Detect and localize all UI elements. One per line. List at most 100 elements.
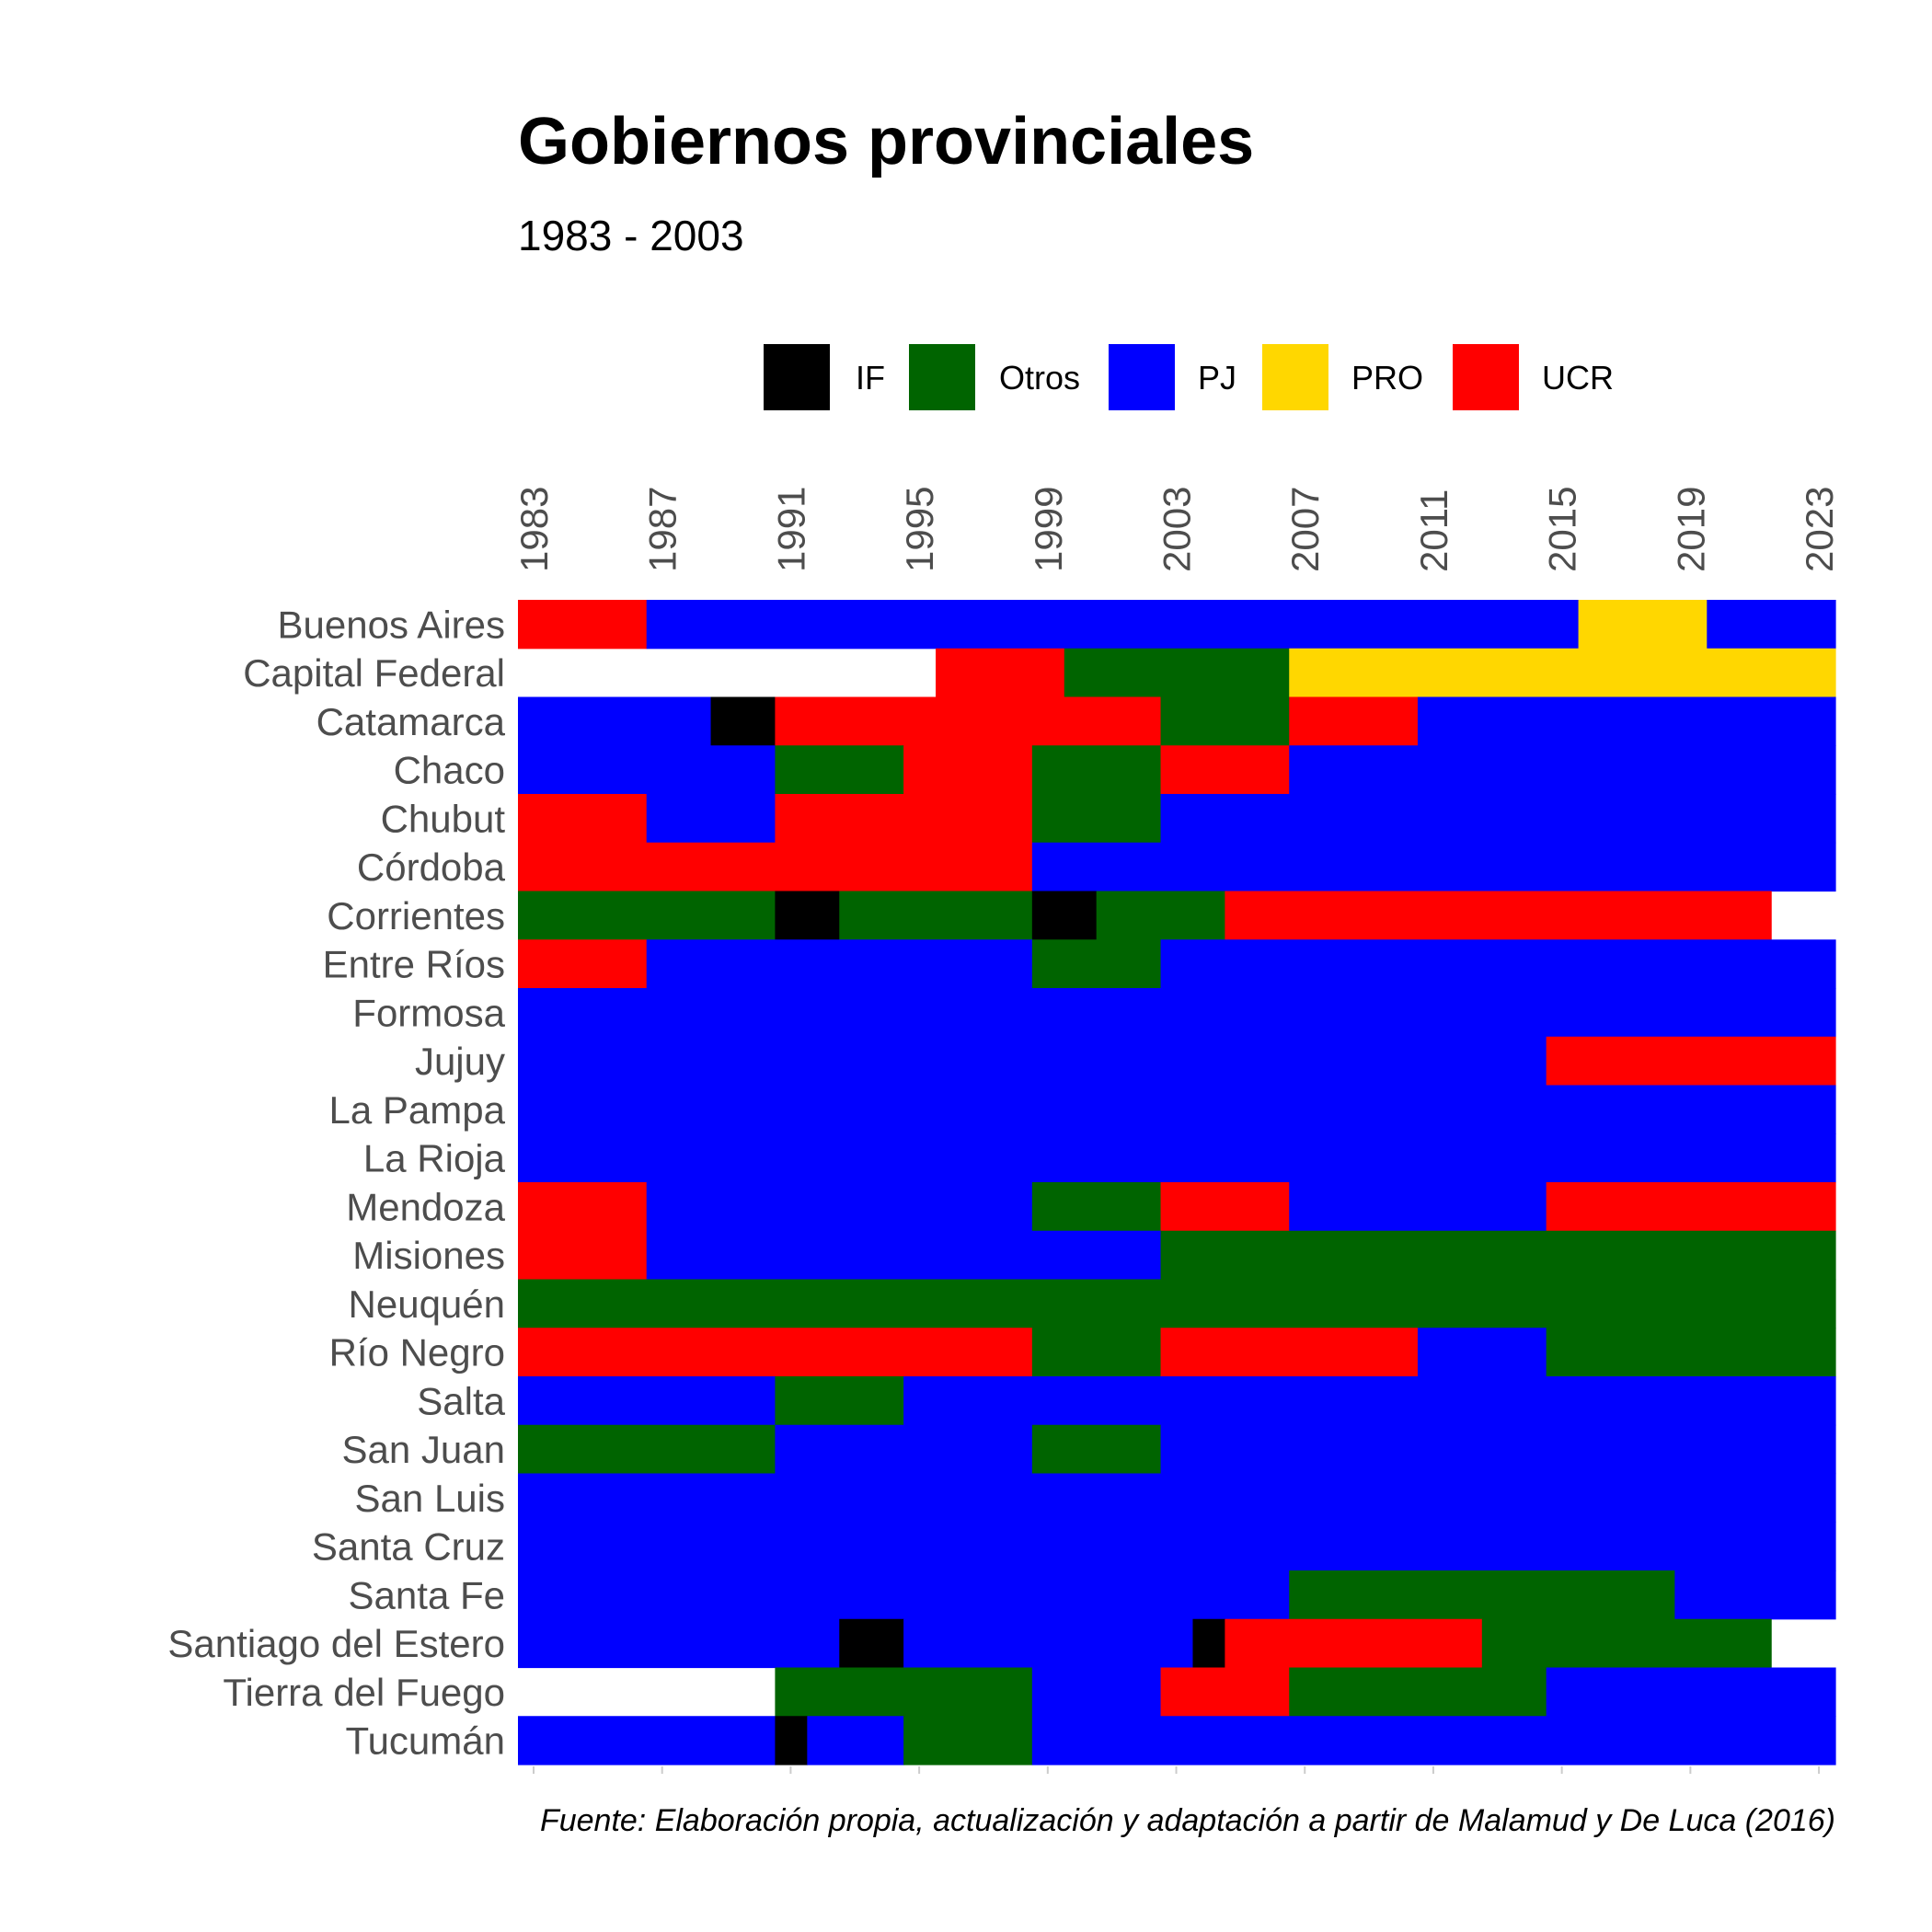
cell-san-luis-1983-pj	[518, 1473, 1836, 1523]
y-axis: Buenos Aires Capital Federal Catamarca Chac…	[167, 603, 505, 1762]
cell-santa-cruz-1983-pj	[518, 1522, 1836, 1571]
cell-santiago-del-estero-2013-otros	[1481, 1618, 1772, 1669]
cell-mendoza-2015-ucr	[1546, 1182, 1836, 1232]
cell-capital-federal-1996-ucr	[936, 648, 1065, 698]
cell-capital-federal-2007-pro	[1289, 648, 1836, 698]
cell-santa-fe-2007-otros	[1289, 1570, 1675, 1620]
cell-formosa-1983-pj	[518, 988, 1836, 1038]
cell-chubut-1991-ucr	[775, 794, 1033, 844]
cell-entre-r-os-2003-pj	[1160, 939, 1836, 989]
cell-santiago-del-estero-2004-if	[1192, 1618, 1225, 1669]
cell-corrientes-1983-otros	[518, 891, 776, 940]
cell-capital-federal-2000-otros	[1064, 648, 1290, 698]
cell-r-o-negro-2015-otros	[1546, 1328, 1836, 1377]
cell-san-juan-2003-pj	[1160, 1424, 1836, 1475]
y-tick-label: Entre Ríos	[323, 943, 505, 986]
cell-corrientes-1991-if	[775, 891, 840, 940]
cell-santiago-del-estero-1993-if	[839, 1618, 904, 1669]
cell-misiones-1983-ucr	[518, 1230, 648, 1281]
cell-tucum-n-1999-pj	[1031, 1716, 1836, 1765]
y-tick-label: Neuquén	[349, 1282, 505, 1326]
cell-san-juan-1983-otros	[518, 1424, 776, 1475]
cell-neuqu-n-1983-otros	[518, 1279, 1836, 1328]
cell-entre-r-os-1987-pj	[646, 939, 1033, 989]
cell-tierra-del-fuego-1999-pj	[1031, 1667, 1162, 1717]
cell-salta-1983-pj	[518, 1376, 776, 1426]
cell-tucum-n-1991-if	[775, 1716, 808, 1765]
chart-subtitle: 1983 - 2003	[518, 212, 744, 259]
cell-chaco-1983-pj	[518, 745, 776, 795]
cell-tierra-del-fuego-2015-pj	[1546, 1667, 1836, 1717]
legend-key-pro	[1262, 344, 1328, 410]
cell-salta-1995-pj	[903, 1376, 1836, 1426]
y-tick-label: Corrientes	[327, 894, 505, 937]
x-axis: 1983 1987 1991 1995 1999 2003 2007 2011 2015 2019…	[512, 487, 1841, 1774]
cell-catamarca-2003-otros	[1160, 696, 1290, 746]
cell-catamarca-1983-pj	[518, 696, 712, 746]
chart-title: Gobiernos provinciales	[518, 105, 1254, 178]
cell-chaco-1999-otros	[1031, 745, 1162, 795]
y-tick-label: Santa Fe	[349, 1573, 505, 1616]
cell-misiones-2003-otros	[1160, 1230, 1836, 1281]
cell-r-o-negro-1983-ucr	[518, 1328, 1033, 1377]
x-tick-label: 1983	[512, 487, 556, 572]
legend-key-if	[764, 344, 830, 410]
x-tick-label: 1987	[641, 487, 684, 572]
cell-catamarca-2007-ucr	[1289, 696, 1419, 746]
cell-santiago-del-estero-1995-pj	[903, 1618, 1194, 1669]
cell-c-rdoba-1999-pj	[1031, 842, 1836, 892]
cell-tierra-del-fuego-1991-otros	[775, 1667, 1033, 1717]
y-tick-label: Tucumán	[345, 1719, 505, 1763]
y-tick-label: Catamarca	[316, 700, 506, 743]
y-tick-label: Capital Federal	[243, 651, 505, 695]
cell-santiago-del-estero-1983-pj	[518, 1618, 840, 1669]
cell-buenos-aires-1987-pj	[646, 600, 1580, 650]
cell-salta-1991-otros	[775, 1376, 904, 1426]
cell-tierra-del-fuego-2003-ucr	[1160, 1667, 1290, 1717]
y-tick-label: Jujuy	[415, 1040, 505, 1083]
cell-la-pampa-1983-pj	[518, 1085, 1836, 1134]
y-tick-label: La Rioja	[363, 1137, 506, 1180]
cell-catamarca-2011-pj	[1417, 696, 1836, 746]
cell-santa-fe-2019-pj	[1674, 1570, 1836, 1620]
cell-chubut-1987-pj	[646, 794, 776, 844]
x-tick-label: 2015	[1541, 487, 1584, 572]
cell-mendoza-2003-ucr	[1160, 1182, 1290, 1232]
cell-tierra-del-fuego-2007-otros	[1289, 1667, 1547, 1717]
cell-buenos-aires-1983-ucr	[518, 600, 648, 650]
cell-jujuy-2015-ucr	[1546, 1036, 1836, 1087]
cell-entre-r-os-1983-ucr	[518, 939, 648, 989]
legend-key-otros	[909, 344, 975, 410]
cell-tucum-n-1983-pj	[518, 1716, 776, 1765]
cell-corrientes-1999-if	[1031, 891, 1098, 940]
cell-chubut-2003-pj	[1160, 794, 1836, 844]
cell-misiones-1987-pj	[646, 1230, 1162, 1281]
cell-catamarca-1991-ucr	[775, 696, 1162, 746]
cell-buenos-aires-2016-pro	[1578, 600, 1708, 650]
cell-r-o-negro-1999-otros	[1031, 1328, 1162, 1377]
legend-key-ucr	[1453, 344, 1519, 410]
cell-chaco-2007-pj	[1289, 745, 1836, 795]
cell-chubut-1983-ucr	[518, 794, 648, 844]
cell-corrientes-1993-otros	[839, 891, 1033, 940]
cell-mendoza-1999-otros	[1031, 1182, 1162, 1232]
cell-mendoza-1987-pj	[646, 1182, 1033, 1232]
cell-mendoza-1983-ucr	[518, 1182, 648, 1232]
y-tick-label: Misiones	[352, 1234, 505, 1277]
y-tick-label: Chubut	[381, 797, 506, 840]
cell-chubut-1999-otros	[1031, 794, 1162, 844]
cell-jujuy-1983-pj	[518, 1036, 1547, 1087]
cell-la-rioja-1983-pj	[518, 1133, 1836, 1183]
cell-catamarca-1989-if	[710, 696, 776, 746]
chart-caption: Fuente: Elaboración propia, actualizació…	[540, 1803, 1835, 1838]
y-tick-label: San Luis	[355, 1477, 505, 1520]
cell-c-rdoba-1983-ucr	[518, 842, 1033, 892]
y-tick-label: La Pampa	[329, 1088, 506, 1132]
cell-chaco-1995-ucr	[903, 745, 1033, 795]
x-tick-label: 1995	[898, 487, 941, 572]
y-tick-label: San Juan	[342, 1428, 505, 1471]
y-tick-label: Mendoza	[346, 1185, 505, 1228]
x-tick-label: 2011	[1412, 489, 1455, 572]
y-tick-label: Santiago del Estero	[167, 1622, 505, 1665]
cell-san-juan-1999-otros	[1031, 1424, 1162, 1475]
